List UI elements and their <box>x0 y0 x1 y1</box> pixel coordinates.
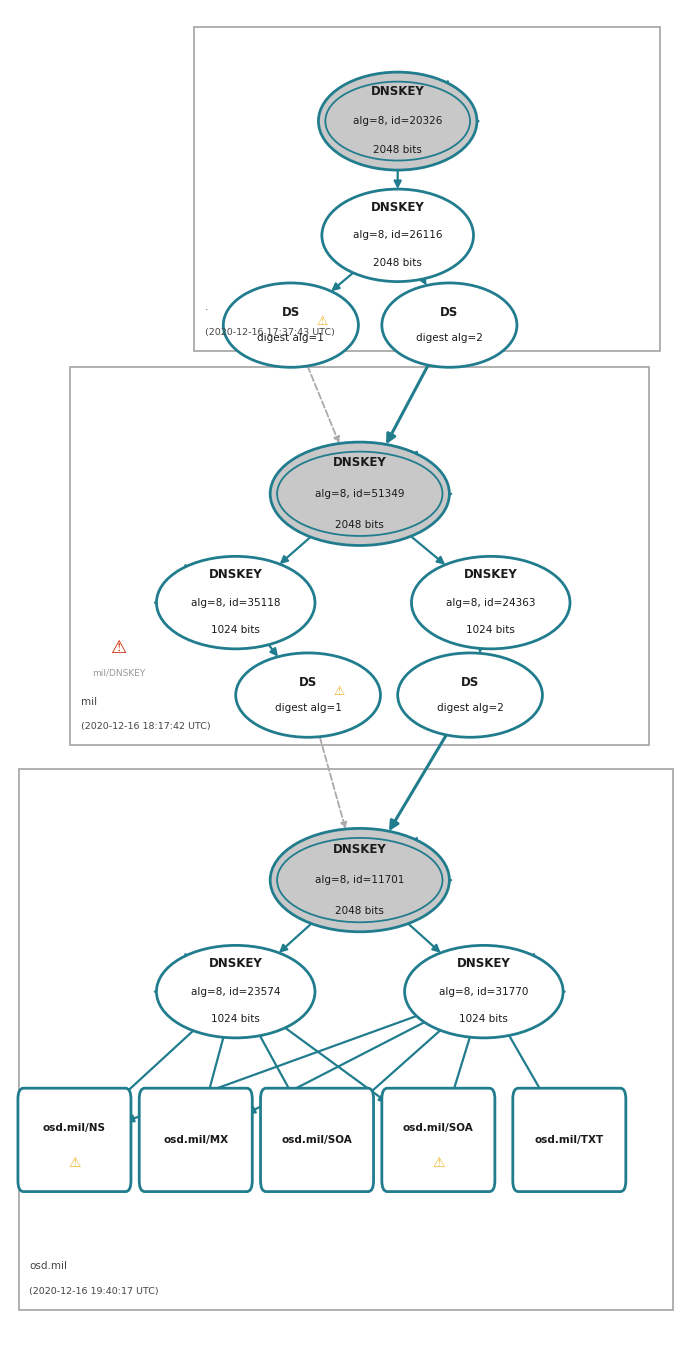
Ellipse shape <box>318 72 477 170</box>
Text: .: . <box>205 303 208 312</box>
Ellipse shape <box>412 556 570 649</box>
FancyBboxPatch shape <box>260 1088 374 1191</box>
Text: DNSKEY: DNSKEY <box>457 957 511 970</box>
Ellipse shape <box>156 946 315 1037</box>
Text: 2048 bits: 2048 bits <box>373 146 422 155</box>
Ellipse shape <box>156 556 315 649</box>
FancyBboxPatch shape <box>513 1088 626 1191</box>
Text: ⚠: ⚠ <box>69 1156 81 1169</box>
Ellipse shape <box>277 838 442 923</box>
Text: digest alg=1: digest alg=1 <box>257 333 325 342</box>
Text: alg=8, id=23574: alg=8, id=23574 <box>191 987 280 996</box>
Text: mil: mil <box>81 696 97 706</box>
Text: DS: DS <box>461 676 479 688</box>
Ellipse shape <box>270 442 449 545</box>
Text: osd.mil/MX: osd.mil/MX <box>163 1135 228 1145</box>
Text: alg=8, id=11701: alg=8, id=11701 <box>315 875 404 885</box>
Text: digest alg=1: digest alg=1 <box>275 703 342 713</box>
Text: DS: DS <box>299 676 317 688</box>
Text: 1024 bits: 1024 bits <box>211 626 260 635</box>
Text: (2020-12-16 17:37:43 UTC): (2020-12-16 17:37:43 UTC) <box>205 327 335 337</box>
Text: (2020-12-16 18:17:42 UTC): (2020-12-16 18:17:42 UTC) <box>81 722 210 731</box>
FancyBboxPatch shape <box>18 1088 131 1191</box>
Text: ⚠: ⚠ <box>334 684 345 698</box>
Text: osd.mil/SOA: osd.mil/SOA <box>282 1135 352 1145</box>
FancyBboxPatch shape <box>139 1088 253 1191</box>
Text: alg=8, id=35118: alg=8, id=35118 <box>191 597 280 608</box>
Text: osd.mil/NS: osd.mil/NS <box>43 1123 106 1133</box>
Text: ⚠: ⚠ <box>432 1156 444 1169</box>
Text: 1024 bits: 1024 bits <box>459 1014 509 1025</box>
Text: 1024 bits: 1024 bits <box>211 1014 260 1025</box>
Ellipse shape <box>405 946 563 1037</box>
Ellipse shape <box>224 284 358 367</box>
Text: 1024 bits: 1024 bits <box>466 626 515 635</box>
Text: alg=8, id=31770: alg=8, id=31770 <box>439 987 529 996</box>
Text: ⚠: ⚠ <box>111 638 127 657</box>
FancyBboxPatch shape <box>194 27 659 350</box>
Text: alg=8, id=24363: alg=8, id=24363 <box>446 597 536 608</box>
Ellipse shape <box>382 284 517 367</box>
Text: 2048 bits: 2048 bits <box>336 906 384 916</box>
Text: ⚠: ⚠ <box>316 315 327 327</box>
Text: osd.mil: osd.mil <box>29 1261 67 1272</box>
FancyBboxPatch shape <box>71 367 649 746</box>
Text: DNSKEY: DNSKEY <box>209 568 262 582</box>
Ellipse shape <box>270 829 449 932</box>
Text: digest alg=2: digest alg=2 <box>437 703 504 713</box>
Text: 2048 bits: 2048 bits <box>373 258 422 269</box>
Text: osd.mil/SOA: osd.mil/SOA <box>403 1123 474 1133</box>
Text: DS: DS <box>440 305 459 319</box>
Text: DNSKEY: DNSKEY <box>464 568 518 582</box>
Text: DNSKEY: DNSKEY <box>371 202 425 214</box>
Text: alg=8, id=51349: alg=8, id=51349 <box>315 489 405 499</box>
Ellipse shape <box>398 653 543 737</box>
FancyBboxPatch shape <box>19 769 673 1310</box>
Text: (2020-12-16 19:40:17 UTC): (2020-12-16 19:40:17 UTC) <box>29 1287 158 1296</box>
Text: DNSKEY: DNSKEY <box>371 86 425 98</box>
Ellipse shape <box>236 653 381 737</box>
Text: alg=8, id=26116: alg=8, id=26116 <box>353 230 442 240</box>
Text: DNSKEY: DNSKEY <box>333 457 387 469</box>
Text: DS: DS <box>282 305 300 319</box>
Ellipse shape <box>325 82 470 161</box>
Text: alg=8, id=20326: alg=8, id=20326 <box>353 116 442 127</box>
Text: osd.mil/TXT: osd.mil/TXT <box>535 1135 604 1145</box>
Text: DNSKEY: DNSKEY <box>333 842 387 856</box>
Ellipse shape <box>277 451 442 536</box>
Ellipse shape <box>322 189 473 282</box>
Text: mil/DNSKEY: mil/DNSKEY <box>92 669 145 677</box>
Text: 2048 bits: 2048 bits <box>336 519 384 530</box>
Text: digest alg=2: digest alg=2 <box>416 333 483 342</box>
Text: DNSKEY: DNSKEY <box>209 957 262 970</box>
FancyBboxPatch shape <box>382 1088 495 1191</box>
